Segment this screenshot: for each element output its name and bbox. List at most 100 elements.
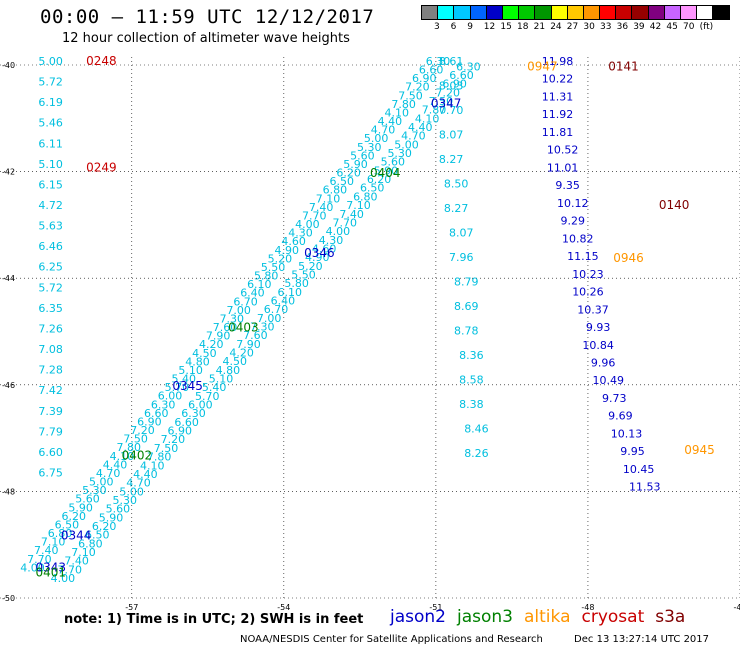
track-value-label: 4.90 [275, 244, 300, 257]
track-value-label: 7.70 [27, 553, 52, 566]
track-value-label: 7.70 [302, 209, 327, 222]
track-value-label: 6.20 [336, 167, 361, 180]
color-scale-labels: 3 6 9 12 15 18 21 24 27 30 33 36 39 42 45 70 (ft) [422, 22, 740, 34]
track-value-label: 4.00 [326, 225, 351, 238]
pass-time-label: 0248 [86, 54, 117, 68]
track-value-label: 5.90 [343, 158, 368, 171]
track-value-label: 8.03 [439, 79, 464, 92]
track-value-label: 4.50 [192, 347, 217, 360]
track-value-label: 9.29 [560, 215, 585, 228]
track-value-label: 11.92 [542, 108, 574, 121]
y-tick-label: -40 [2, 61, 15, 70]
track-value-label: 4.70 [96, 467, 121, 480]
track-value-label: 6.80 [323, 184, 348, 197]
track-value-label: 7.50 [429, 95, 454, 108]
track-value-label: 8.07 [439, 128, 464, 141]
track-value-label: 4.30 [319, 234, 344, 247]
track-value-label: 4.40 [408, 121, 433, 134]
track-value-label: 6.30 [426, 55, 451, 68]
color-scale-label: 33 [600, 22, 612, 32]
track-value-label: 9.73 [602, 392, 627, 405]
track-value-label: 5.20 [298, 260, 323, 273]
x-tick-label: -48 [581, 603, 594, 612]
track-value-label: 5.80 [254, 270, 279, 283]
track-value-label: 5.50 [291, 268, 316, 281]
track-value-label: 4.10 [110, 450, 135, 463]
legend-entry-cryosat: cryosat [581, 607, 645, 627]
color-scale-label: 45 [666, 22, 678, 32]
track-value-label: 5.40 [171, 373, 196, 386]
track-value-label: 7.00 [226, 304, 251, 317]
track-value-label: 6.80 [78, 537, 103, 550]
track-value-label: 6.80 [48, 527, 73, 540]
track-value-label: 5.46 [38, 117, 63, 130]
track-value-label: 4.50 [222, 355, 247, 368]
track-value-label: 9.35 [555, 179, 580, 192]
track-value-label: 6.60 [38, 446, 63, 459]
track-value-label: 8.27 [444, 202, 469, 215]
color-scale-label: 70 [683, 22, 695, 32]
track-value-label: 6.10 [247, 278, 272, 291]
track-value-label: 6.40 [271, 294, 296, 307]
x-tick-label: -57 [125, 603, 138, 612]
pass-time-label: 0347 [431, 97, 462, 111]
color-scale-label: 12 [483, 22, 496, 32]
track-value-label: 5.10 [178, 364, 203, 377]
track-values: 5.00 5.72 6.19 5.46 6.11 5.10 6.15 4.72 5.63 6.46… [38, 55, 660, 494]
track-value-label: 11.53 [629, 481, 661, 494]
track-value-label: 7.40 [64, 555, 89, 568]
y-tick-label: -46 [2, 381, 15, 390]
track-value-label: 5.90 [68, 501, 93, 514]
legend-entry-jason2: jason2 [390, 607, 446, 627]
color-scale-label: (ft) [699, 22, 714, 32]
track-value-label: 7.80 [116, 441, 141, 454]
source-credit: NOAA/NESDIS Center for Satellite Applica… [240, 634, 543, 645]
track-value-label: 8.61 [439, 55, 464, 68]
track-value-label: 6.90 [168, 425, 193, 438]
track-value-label: 5.20 [268, 252, 293, 265]
pass-time-label: 0344 [61, 528, 92, 542]
track-value-label: 4.70 [371, 124, 396, 137]
color-scale-label: 39 [633, 22, 645, 32]
legend-entry-jason3: jason3 [457, 607, 513, 627]
track-value-label: 5.00 [89, 476, 114, 489]
track-value-label: 5.00 [364, 132, 389, 145]
track-value-label: 6.40 [240, 287, 265, 300]
track-value-label: 8.79 [454, 275, 479, 288]
tick-labels: -57 -54 -51 -48 -45 -40 -42 -44 -46 -48 -50 [2, 61, 740, 612]
track-value-label: 10.22 [542, 73, 574, 86]
track-value-label: 7.20 [436, 86, 461, 99]
track-value-label: 7.50 [123, 433, 148, 446]
track-value-label: 5.00 [119, 485, 144, 498]
color-scale-label: 27 [566, 22, 579, 32]
pass-time-label: 0401 [35, 566, 66, 580]
track-value-label: 6.70 [264, 303, 289, 316]
track-value-label: 10.12 [557, 197, 589, 210]
track-value-label: 8.58 [459, 373, 484, 386]
track-value-label: 5.10 [38, 158, 63, 171]
track-value-label: 7.10 [346, 199, 371, 212]
track-value-label: 4.60 [312, 242, 337, 255]
legend-entry-s3a: s3a [655, 607, 686, 627]
x-tick-label: -51 [429, 603, 442, 612]
chart-subtitle: 12 hour collection of altimeter wave hei… [62, 31, 350, 46]
color-scale-label: 21 [533, 22, 546, 32]
track-value-label: 7.60 [213, 321, 238, 334]
color-scale-bar [421, 5, 730, 20]
track-value-label: 10.13 [611, 427, 643, 440]
track-value-label: 7.28 [38, 364, 63, 377]
track-value-label: 7.30 [250, 321, 275, 334]
track-value-label: 6.75 [38, 466, 63, 479]
track-value-label: 11.15 [567, 250, 599, 263]
track-value-label: 6.30 [181, 407, 206, 420]
track-value-label: 6.11 [38, 137, 63, 150]
track-value-label: 4.00 [51, 572, 76, 585]
track-value-label: 5.72 [38, 281, 63, 294]
track-value-label: 5.63 [38, 220, 63, 233]
track-value-label: 11.31 [542, 90, 574, 103]
pass-time-label: 0403 [228, 320, 259, 334]
color-scale-label: 18 [517, 22, 529, 32]
track-value-label: 5.50 [261, 261, 286, 274]
track-value-label: 4.70 [401, 130, 426, 143]
